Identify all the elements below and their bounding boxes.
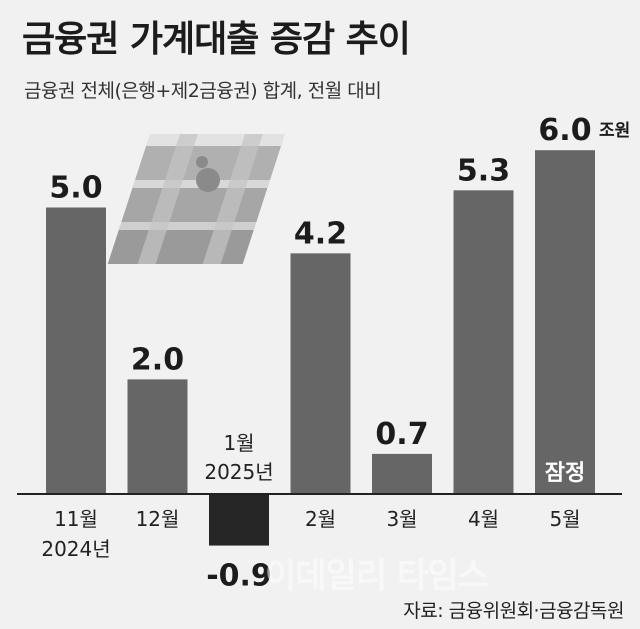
chart-subtitle: 금융권 전체(은행+제2금융권) 합계, 전월 대비 — [24, 80, 382, 102]
provisional-label: 잠정 — [545, 461, 585, 486]
bar-3 — [209, 494, 269, 546]
bar-7 — [535, 150, 595, 494]
year-label: 2024년 — [41, 537, 110, 561]
value-label: 6.0 — [538, 113, 591, 148]
year-label: 2025년 — [204, 460, 273, 484]
value-label: 5.3 — [457, 153, 510, 188]
chart-title: 금융권 가계대출 증감 추이 — [22, 19, 411, 60]
value-label: 5.0 — [49, 171, 102, 206]
bar-4 — [290, 253, 351, 494]
unit-label: 조원 — [599, 121, 630, 141]
watermark: 이데일리 타임스 — [265, 556, 489, 596]
category-label: 4월 — [468, 507, 499, 531]
money-stack-icon — [107, 134, 285, 264]
value-label: 4.2 — [294, 216, 347, 251]
category-label: 3월 — [386, 507, 417, 531]
bar-5 — [372, 453, 432, 494]
value-label: 2.0 — [131, 342, 184, 377]
category-label: 2월 — [305, 507, 336, 531]
value-label: 0.7 — [375, 417, 428, 452]
bar-6 — [453, 190, 514, 494]
value-label: -0.9 — [206, 559, 272, 594]
source-note: 자료: 금융위원회·금융감독원 — [403, 600, 624, 622]
category-label: 11월 — [54, 507, 98, 531]
category-label: 12월 — [136, 507, 180, 531]
bar-1 — [46, 207, 106, 494]
category-label: 1월 — [223, 431, 254, 455]
bar-2 — [127, 379, 188, 494]
category-label: 5월 — [549, 507, 580, 531]
